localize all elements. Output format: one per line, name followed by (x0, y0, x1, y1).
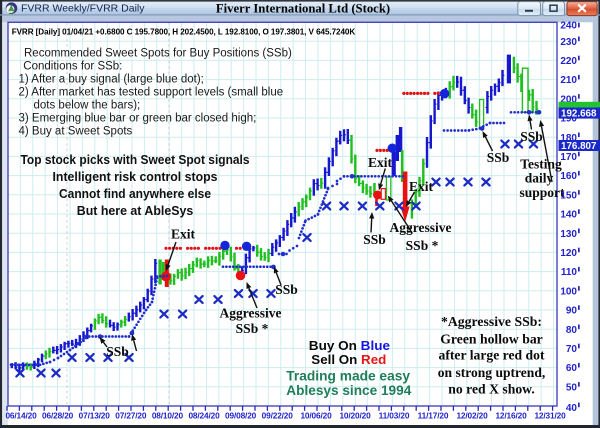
svg-text:11/17/20: 11/17/20 (418, 411, 449, 421)
svg-text:SSb: SSb (275, 282, 298, 297)
svg-text:192.668: 192.668 (561, 108, 597, 119)
svg-text:SSb: SSb (363, 232, 386, 247)
svg-text:Exit: Exit (409, 179, 434, 194)
svg-text:90: 90 (566, 306, 578, 317)
svg-text:140: 140 (560, 210, 577, 221)
svg-text:230: 230 (560, 37, 577, 48)
svg-text:on strong uptrend,: on strong uptrend, (438, 365, 546, 380)
svg-text:60: 60 (566, 363, 578, 374)
svg-text:220: 220 (560, 56, 577, 67)
svg-text:100: 100 (560, 286, 577, 297)
svg-text:130: 130 (560, 229, 577, 240)
svg-text:Cannot find anywhere else: Cannot find anywhere else (59, 186, 211, 201)
svg-text:Testing: Testing (520, 157, 562, 172)
svg-text:12/31/20: 12/31/20 (534, 411, 566, 421)
svg-text:Recommended Sweet Spots for Bu: Recommended Sweet Spots for Buy Position… (24, 47, 292, 59)
svg-text:*Aggressive SSb:: *Aggressive SSb: (441, 314, 542, 329)
svg-text:10/06/20: 10/06/20 (300, 411, 332, 421)
svg-text:07/27/20: 07/27/20 (115, 411, 147, 421)
svg-text:support: support (519, 185, 565, 200)
svg-text:SSb: SSb (487, 150, 510, 165)
svg-text:Aggressive: Aggressive (220, 306, 282, 321)
svg-text:Trading made easy: Trading made easy (286, 369, 410, 384)
svg-text:Sell On Red: Sell On Red (311, 352, 386, 367)
svg-text:Exit: Exit (368, 155, 393, 170)
svg-text:Green hollow bar: Green hollow bar (440, 332, 543, 347)
svg-text:SSb *: SSb * (406, 238, 439, 253)
svg-text:07/13/20: 07/13/20 (79, 411, 111, 421)
svg-text:SSb: SSb (106, 344, 129, 359)
svg-text:180: 180 (560, 133, 577, 144)
svg-text:08/10/20: 08/10/20 (152, 411, 184, 421)
svg-text:1) After a buy signal (large b: 1) After a buy signal (large blue dot); (19, 73, 204, 85)
svg-text:50: 50 (566, 382, 578, 393)
svg-text:09/22/20: 09/22/20 (262, 411, 294, 421)
svg-text:Top stock picks with Sweet Spo: Top stock picks with Sweet Spot signals (21, 152, 250, 167)
svg-text:no red X show.: no red X show. (448, 382, 535, 397)
svg-text:11/03/20: 11/03/20 (379, 411, 410, 421)
svg-text:80: 80 (566, 325, 578, 336)
svg-text:daily: daily (525, 171, 554, 186)
svg-text:190: 190 (560, 114, 577, 125)
svg-text:240: 240 (560, 20, 577, 31)
svg-text:170: 170 (560, 152, 577, 163)
svg-text:110: 110 (561, 267, 578, 278)
svg-text:2) After market has tested sup: 2) After market has tested support level… (19, 86, 284, 98)
svg-text:08/24/20: 08/24/20 (188, 411, 220, 421)
svg-text:Aggressive: Aggressive (390, 220, 452, 235)
svg-text:176.807: 176.807 (561, 141, 597, 152)
svg-text:SSb *: SSb * (236, 321, 269, 336)
svg-text:12/16/20: 12/16/20 (495, 411, 527, 421)
svg-text:Conditions for SSb:: Conditions for SSb: (23, 60, 122, 72)
svg-text:150: 150 (560, 190, 577, 201)
svg-text:Intelligent risk control stops: Intelligent risk control stops (53, 169, 218, 184)
svg-text:70: 70 (566, 344, 578, 355)
svg-text:200: 200 (560, 94, 577, 105)
svg-text:FVRR [Daily] 01/04/21 +0.6800: FVRR [Daily] 01/04/21 +0.6800 C 195.7800… (12, 27, 356, 36)
svg-text:160: 160 (560, 171, 577, 182)
svg-text:FVRR Weekly/FVRR Daily: FVRR Weekly/FVRR Daily (21, 3, 145, 15)
svg-text:4) Buy at Sweet Spots: 4) Buy at Sweet Spots (19, 125, 133, 137)
svg-text:dots below the bars);: dots below the bars); (34, 99, 141, 111)
svg-text:09/08/20: 09/08/20 (225, 411, 257, 421)
svg-text:Fiverr International Ltd (Stoc: Fiverr International Ltd (Stock) (216, 2, 390, 16)
svg-text:40: 40 (566, 403, 578, 414)
svg-text:120: 120 (560, 248, 577, 259)
svg-text:10/20/20: 10/20/20 (339, 411, 371, 421)
svg-text:after large red dot: after large red dot (439, 348, 546, 363)
svg-text:12/02/20: 12/02/20 (456, 411, 488, 421)
svg-text:SSb: SSb (520, 129, 543, 144)
svg-text:06/14/20: 06/14/20 (5, 411, 37, 421)
svg-text:But here at AbleSys: But here at AbleSys (77, 203, 194, 218)
svg-text:210: 210 (560, 75, 577, 86)
svg-text:Ablesys since 1994: Ablesys since 1994 (286, 383, 412, 398)
svg-text:06/28/20: 06/28/20 (42, 411, 74, 421)
svg-text:Buy On Blue: Buy On Blue (309, 338, 390, 353)
svg-text:Exit: Exit (171, 227, 196, 242)
svg-text:3) Emerging blue bar or green: 3) Emerging blue bar or green bar closed… (19, 112, 257, 124)
